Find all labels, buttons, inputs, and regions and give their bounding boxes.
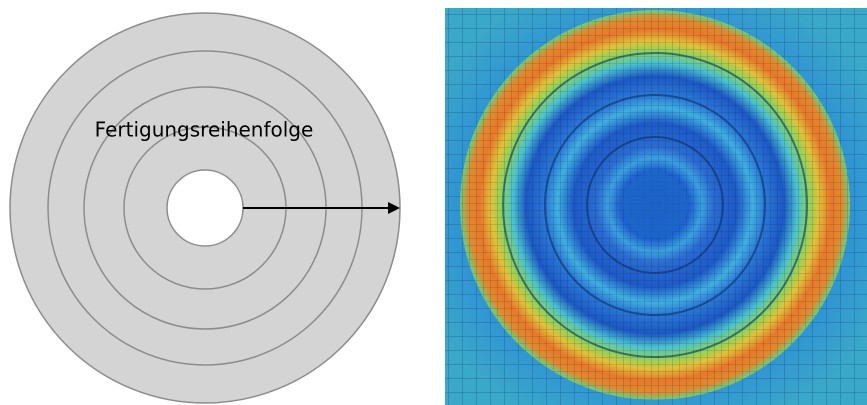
ring-edge: [544, 94, 766, 316]
disk-schematic: Fertigungsreihenfolge: [9, 12, 401, 404]
ring-edge: [502, 52, 808, 358]
simulation-image: [445, 8, 867, 405]
label: Fertigungsreihenfolge: [95, 118, 314, 142]
center: [623, 173, 687, 237]
hole: [166, 169, 244, 247]
ring-edge: [586, 136, 724, 274]
